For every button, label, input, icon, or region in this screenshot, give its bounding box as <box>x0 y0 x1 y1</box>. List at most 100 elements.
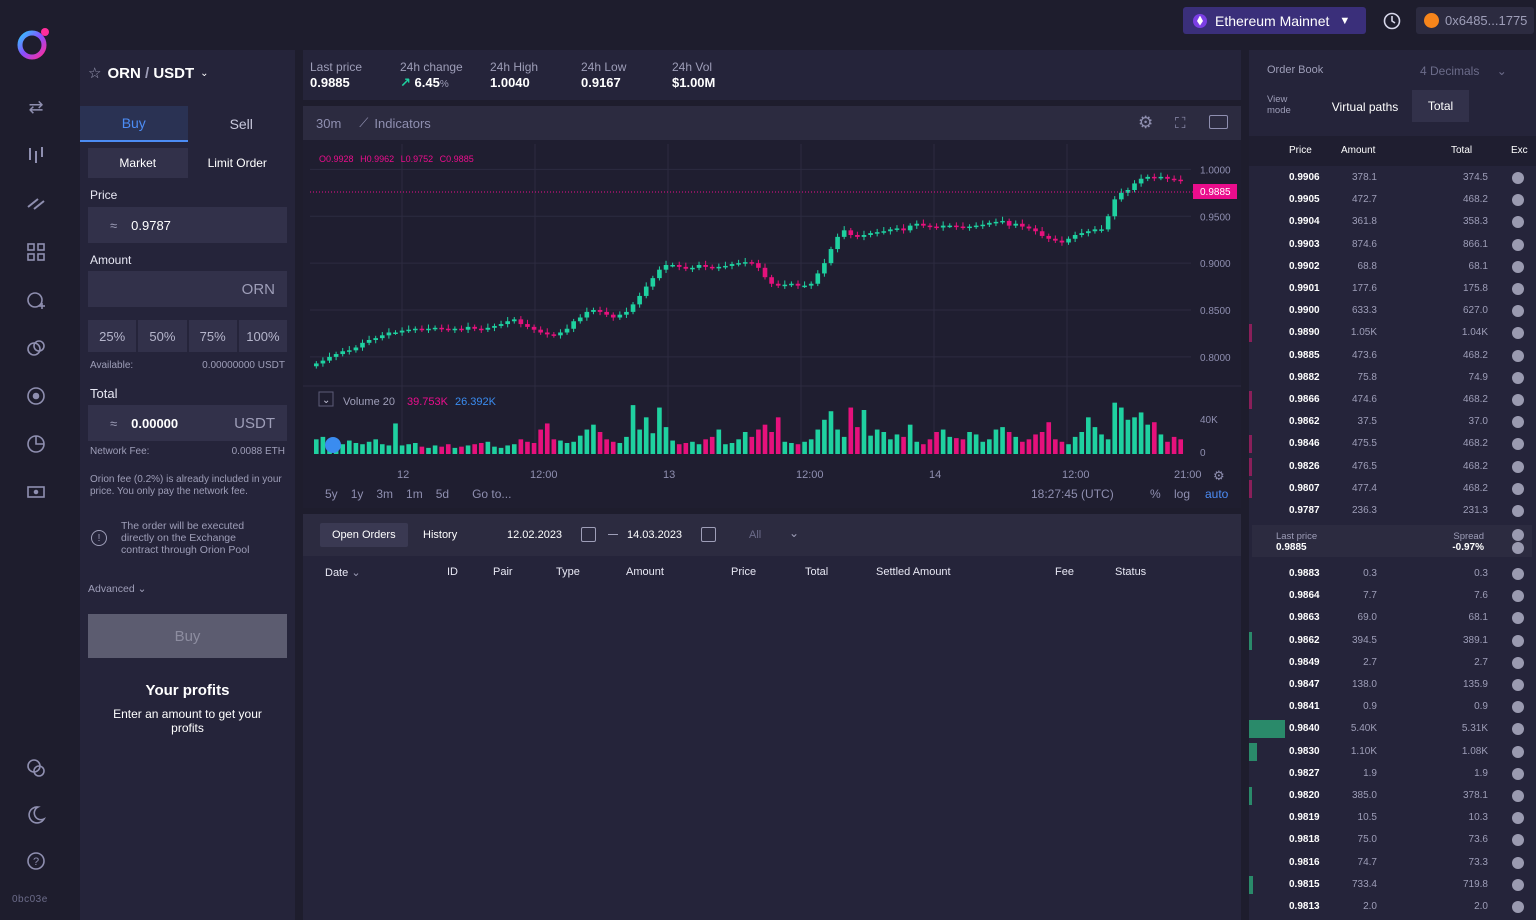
advanced-toggle[interactable]: Advanced ⌄ <box>88 583 146 595</box>
ask-row[interactable]: 0.9826 476.5 468.2 <box>1249 456 1536 478</box>
pair-filter[interactable]: All <box>749 529 762 541</box>
interval-selector[interactable]: 30m <box>316 115 342 131</box>
bid-row[interactable]: 0.9820 385.0 378.1 <box>1249 785 1536 807</box>
bid-row[interactable]: 0.9841 0.9 0.9 <box>1249 696 1536 718</box>
total-field[interactable]: ≈ 0.00000 USDT <box>88 405 287 441</box>
tab-buy[interactable]: Buy <box>80 106 188 142</box>
pct-100-button[interactable]: 100% <box>238 320 287 352</box>
help-icon[interactable]: ? <box>24 849 48 873</box>
range-5y[interactable]: 5y <box>325 487 338 501</box>
total-button[interactable]: Total <box>1412 90 1469 122</box>
camera-icon[interactable] <box>1209 115 1228 129</box>
chat-icon[interactable] <box>24 756 48 780</box>
date-to[interactable]: 14.03.2023 <box>627 529 683 541</box>
amount-input[interactable]: ORN <box>88 271 287 307</box>
wallet-icon[interactable] <box>24 480 48 504</box>
price-chart[interactable]: 30m ⟋ Indicators ⚙ ⛶ 1.0000 0.9500 0.9000 0… <box>303 106 1241 508</box>
swap-icon[interactable]: ⇄ <box>28 96 44 117</box>
indicators-button[interactable]: Indicators <box>374 115 431 131</box>
wallet-button[interactable]: 0x6485...1775 <box>1416 7 1534 34</box>
staking-icon[interactable] <box>24 384 48 408</box>
network-selector[interactable]: Ethereum Mainnet ▼ <box>1183 7 1366 34</box>
pct-25-button[interactable]: 25% <box>88 320 137 352</box>
bid-row[interactable]: 0.9827 1.9 1.9 <box>1249 763 1536 785</box>
bid-row[interactable]: 0.9864 7.7 7.6 <box>1249 585 1536 607</box>
virtual-paths-button[interactable]: Virtual paths <box>1331 100 1399 114</box>
auto-scale-toggle[interactable]: auto <box>1205 487 1229 501</box>
percent-scale-toggle[interactable]: % <box>1150 487 1161 501</box>
timezone-settings-icon[interactable]: ⚙ <box>1213 468 1225 483</box>
ask-row[interactable]: 0.9866 474.6 468.2 <box>1249 389 1536 411</box>
bid-row[interactable]: 0.9813 2.0 2.0 <box>1249 896 1536 918</box>
tab-limit-order[interactable]: Limit Order <box>207 156 267 170</box>
orion-logo[interactable] <box>14 25 52 63</box>
goto-button[interactable]: Go to... <box>472 487 512 501</box>
ask-row[interactable]: 0.9901 177.6 175.8 <box>1249 278 1536 300</box>
ask-row[interactable]: 0.9885 473.6 468.2 <box>1249 345 1536 367</box>
calendar-icon[interactable] <box>581 527 596 542</box>
range-3m[interactable]: 3m <box>376 487 394 501</box>
range-1y[interactable]: 1y <box>350 487 364 501</box>
bid-row[interactable]: 0.9818 75.0 73.6 <box>1249 829 1536 851</box>
scroll-up-icon[interactable] <box>1512 529 1524 541</box>
pct-50-button[interactable]: 50% <box>138 320 187 352</box>
date-from[interactable]: 12.02.2023 <box>507 529 563 541</box>
pair-selector[interactable]: ☆ ORN / USDT ⌄ <box>88 64 209 83</box>
ask-row[interactable]: 0.9807 477.4 468.2 <box>1249 478 1536 500</box>
star-icon[interactable]: ☆ <box>88 65 102 82</box>
fullscreen-icon[interactable]: ⛶ <box>1175 114 1186 132</box>
trade-icon[interactable] <box>24 143 48 167</box>
log-scale-toggle[interactable]: log <box>1174 487 1191 501</box>
bid-row[interactable]: 0.9849 2.7 2.7 <box>1249 652 1536 674</box>
add-liquidity-icon[interactable] <box>24 288 48 312</box>
theme-icon[interactable] <box>24 803 48 827</box>
decimals-selector[interactable]: 4 Decimals ⌄ <box>1420 64 1507 78</box>
ask-row[interactable]: 0.9862 37.5 37.0 <box>1249 411 1536 433</box>
ask-row[interactable]: 0.9846 475.5 468.2 <box>1249 433 1536 455</box>
apps-icon[interactable] <box>24 240 48 264</box>
bid-row[interactable]: 0.9863 69.0 68.1 <box>1249 607 1536 629</box>
ask-row[interactable]: 0.9787 236.3 231.3 <box>1249 500 1536 522</box>
stat-label: 24h change <box>400 60 463 74</box>
ask-row[interactable]: 0.9900 633.3 627.0 <box>1249 300 1536 322</box>
bid-row[interactable]: 0.9862 394.5 389.1 <box>1249 630 1536 652</box>
pct-75-button[interactable]: 75% <box>188 320 237 352</box>
candle-body <box>960 226 966 229</box>
ask-row[interactable]: 0.9905 472.7 468.2 <box>1249 189 1536 211</box>
bid-row[interactable]: 0.9830 1.10K 1.08K <box>1249 741 1536 763</box>
history-icon[interactable] <box>1376 7 1408 34</box>
bid-row[interactable]: 0.9883 0.3 0.3 <box>1249 563 1536 585</box>
tab-sell[interactable]: Sell <box>229 116 253 132</box>
ask-row[interactable]: 0.9906 378.1 374.5 <box>1249 167 1536 189</box>
col-date[interactable]: Date ⌄ <box>325 567 361 579</box>
ask-row[interactable]: 0.9882 75.8 74.9 <box>1249 367 1536 389</box>
settings-icon[interactable]: ⚙ <box>1138 113 1154 132</box>
ask-row[interactable]: 0.9902 68.8 68.1 <box>1249 256 1536 278</box>
volume-collapse-button[interactable] <box>318 391 334 407</box>
tab-market[interactable]: Market <box>88 148 188 178</box>
buy-button[interactable]: Buy <box>88 614 287 658</box>
calendar-icon[interactable] <box>701 527 716 542</box>
range-1m[interactable]: 1m <box>406 487 423 501</box>
tab-history[interactable]: History <box>423 529 458 541</box>
bid-row[interactable]: 0.9840 5.40K 5.31K <box>1249 718 1536 740</box>
bid-row[interactable]: 0.9847 138.0 135.9 <box>1249 674 1536 696</box>
pools-icon[interactable] <box>24 336 48 360</box>
tab-open-orders[interactable]: Open Orders <box>320 523 408 547</box>
exchange-icon <box>1512 216 1524 229</box>
bid-row[interactable]: 0.9816 74.7 73.3 <box>1249 852 1536 874</box>
scroll-down-icon[interactable] <box>1512 542 1524 554</box>
range-5d[interactable]: 5d <box>435 487 450 501</box>
ask-row[interactable]: 0.9903 874.6 866.1 <box>1249 234 1536 256</box>
indicators-icon[interactable]: ⟋ <box>359 115 369 130</box>
analytics-icon[interactable] <box>24 432 48 456</box>
bid-row[interactable]: 0.9815 733.4 719.8 <box>1249 874 1536 896</box>
bid-row[interactable]: 0.9819 10.5 10.3 <box>1249 807 1536 829</box>
chevron-down-icon[interactable]: ⌄ <box>789 526 800 540</box>
candle-body <box>881 231 887 233</box>
price-field[interactable]: ≈ 0.9787 <box>88 207 287 243</box>
ask-row[interactable]: 0.9904 361.8 358.3 <box>1249 211 1536 233</box>
candle-body <box>1165 176 1170 179</box>
bridge-icon[interactable] <box>24 191 48 215</box>
ask-row[interactable]: 0.9890 1.05K 1.04K <box>1249 322 1536 344</box>
